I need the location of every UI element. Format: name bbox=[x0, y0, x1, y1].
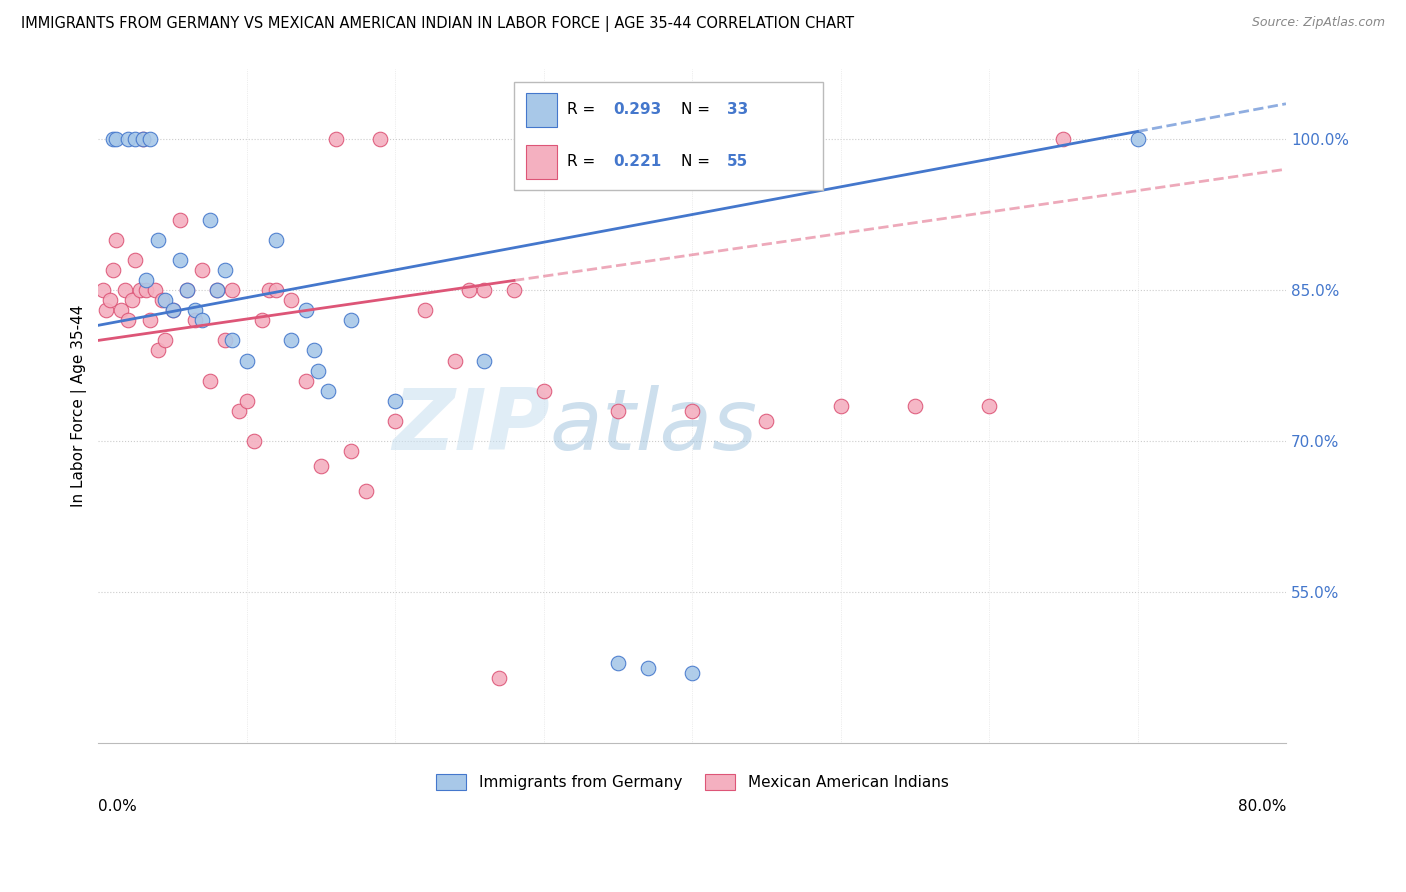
Text: ZIP: ZIP bbox=[392, 384, 550, 467]
Point bbox=[105, 233, 128, 247]
Point bbox=[124, 132, 146, 146]
Point bbox=[250, 313, 273, 327]
Point bbox=[135, 283, 157, 297]
Point bbox=[198, 374, 221, 388]
Point bbox=[191, 263, 214, 277]
Point bbox=[280, 293, 302, 307]
Text: 80.0%: 80.0% bbox=[1237, 798, 1286, 814]
Point bbox=[184, 313, 207, 327]
Point bbox=[139, 132, 162, 146]
Point bbox=[91, 283, 114, 297]
Point bbox=[354, 484, 377, 499]
Point bbox=[1052, 132, 1074, 146]
Point bbox=[191, 313, 214, 327]
Point bbox=[266, 283, 288, 297]
Point bbox=[205, 283, 228, 297]
Point bbox=[1126, 132, 1149, 146]
Point bbox=[443, 353, 465, 368]
Point bbox=[280, 334, 302, 348]
Point bbox=[503, 283, 526, 297]
Point bbox=[169, 212, 191, 227]
Point bbox=[384, 393, 406, 408]
Point bbox=[198, 212, 221, 227]
Point bbox=[243, 434, 266, 448]
Point bbox=[162, 303, 184, 318]
Point bbox=[121, 293, 143, 307]
Point bbox=[110, 303, 132, 318]
Point bbox=[533, 384, 555, 398]
Point bbox=[94, 303, 117, 318]
Point bbox=[129, 283, 152, 297]
Point bbox=[98, 293, 121, 307]
Point bbox=[146, 343, 169, 358]
Point bbox=[103, 132, 125, 146]
Point bbox=[114, 283, 136, 297]
Point bbox=[205, 283, 228, 297]
Point bbox=[472, 283, 495, 297]
Point bbox=[117, 313, 139, 327]
Point bbox=[606, 404, 628, 418]
Point bbox=[150, 293, 173, 307]
Point bbox=[755, 414, 778, 428]
Point bbox=[214, 334, 236, 348]
Point bbox=[228, 404, 250, 418]
Text: Source: ZipAtlas.com: Source: ZipAtlas.com bbox=[1251, 16, 1385, 29]
Point bbox=[135, 273, 157, 287]
Point bbox=[681, 404, 703, 418]
Point bbox=[606, 656, 628, 670]
Point bbox=[830, 399, 852, 413]
Point bbox=[384, 414, 406, 428]
Point bbox=[472, 353, 495, 368]
Point bbox=[339, 313, 361, 327]
Point bbox=[904, 399, 927, 413]
Point bbox=[221, 334, 243, 348]
Point bbox=[533, 132, 555, 146]
Point bbox=[176, 283, 198, 297]
Text: atlas: atlas bbox=[550, 384, 758, 467]
Point bbox=[266, 233, 288, 247]
Point bbox=[162, 303, 184, 318]
Point bbox=[153, 334, 176, 348]
Point bbox=[184, 303, 207, 318]
Point bbox=[637, 660, 659, 674]
Point bbox=[221, 283, 243, 297]
Point bbox=[295, 374, 318, 388]
Point bbox=[413, 303, 436, 318]
Point bbox=[103, 263, 125, 277]
Point bbox=[132, 132, 155, 146]
Point bbox=[318, 384, 340, 398]
Point bbox=[214, 263, 236, 277]
Point bbox=[307, 363, 329, 377]
Point bbox=[153, 293, 176, 307]
Point bbox=[236, 393, 259, 408]
Point bbox=[124, 252, 146, 267]
Point bbox=[488, 671, 510, 685]
Legend: Immigrants from Germany, Mexican American Indians: Immigrants from Germany, Mexican America… bbox=[430, 768, 955, 797]
Point bbox=[458, 283, 481, 297]
Point bbox=[143, 283, 166, 297]
Point bbox=[132, 132, 155, 146]
Point bbox=[370, 132, 392, 146]
Point bbox=[139, 313, 162, 327]
Point bbox=[339, 444, 361, 458]
Point bbox=[977, 399, 1000, 413]
Point bbox=[169, 252, 191, 267]
Point bbox=[176, 283, 198, 297]
Point bbox=[257, 283, 280, 297]
Text: 0.0%: 0.0% bbox=[98, 798, 138, 814]
Point bbox=[117, 132, 139, 146]
Point bbox=[146, 233, 169, 247]
Point bbox=[236, 353, 259, 368]
Point bbox=[309, 459, 332, 474]
Text: IMMIGRANTS FROM GERMANY VS MEXICAN AMERICAN INDIAN IN LABOR FORCE | AGE 35-44 CO: IMMIGRANTS FROM GERMANY VS MEXICAN AMERI… bbox=[21, 16, 855, 32]
Y-axis label: In Labor Force | Age 35-44: In Labor Force | Age 35-44 bbox=[72, 305, 87, 507]
Point bbox=[681, 665, 703, 680]
Point bbox=[302, 343, 325, 358]
Point bbox=[105, 132, 128, 146]
Point bbox=[325, 132, 347, 146]
Point bbox=[295, 303, 318, 318]
